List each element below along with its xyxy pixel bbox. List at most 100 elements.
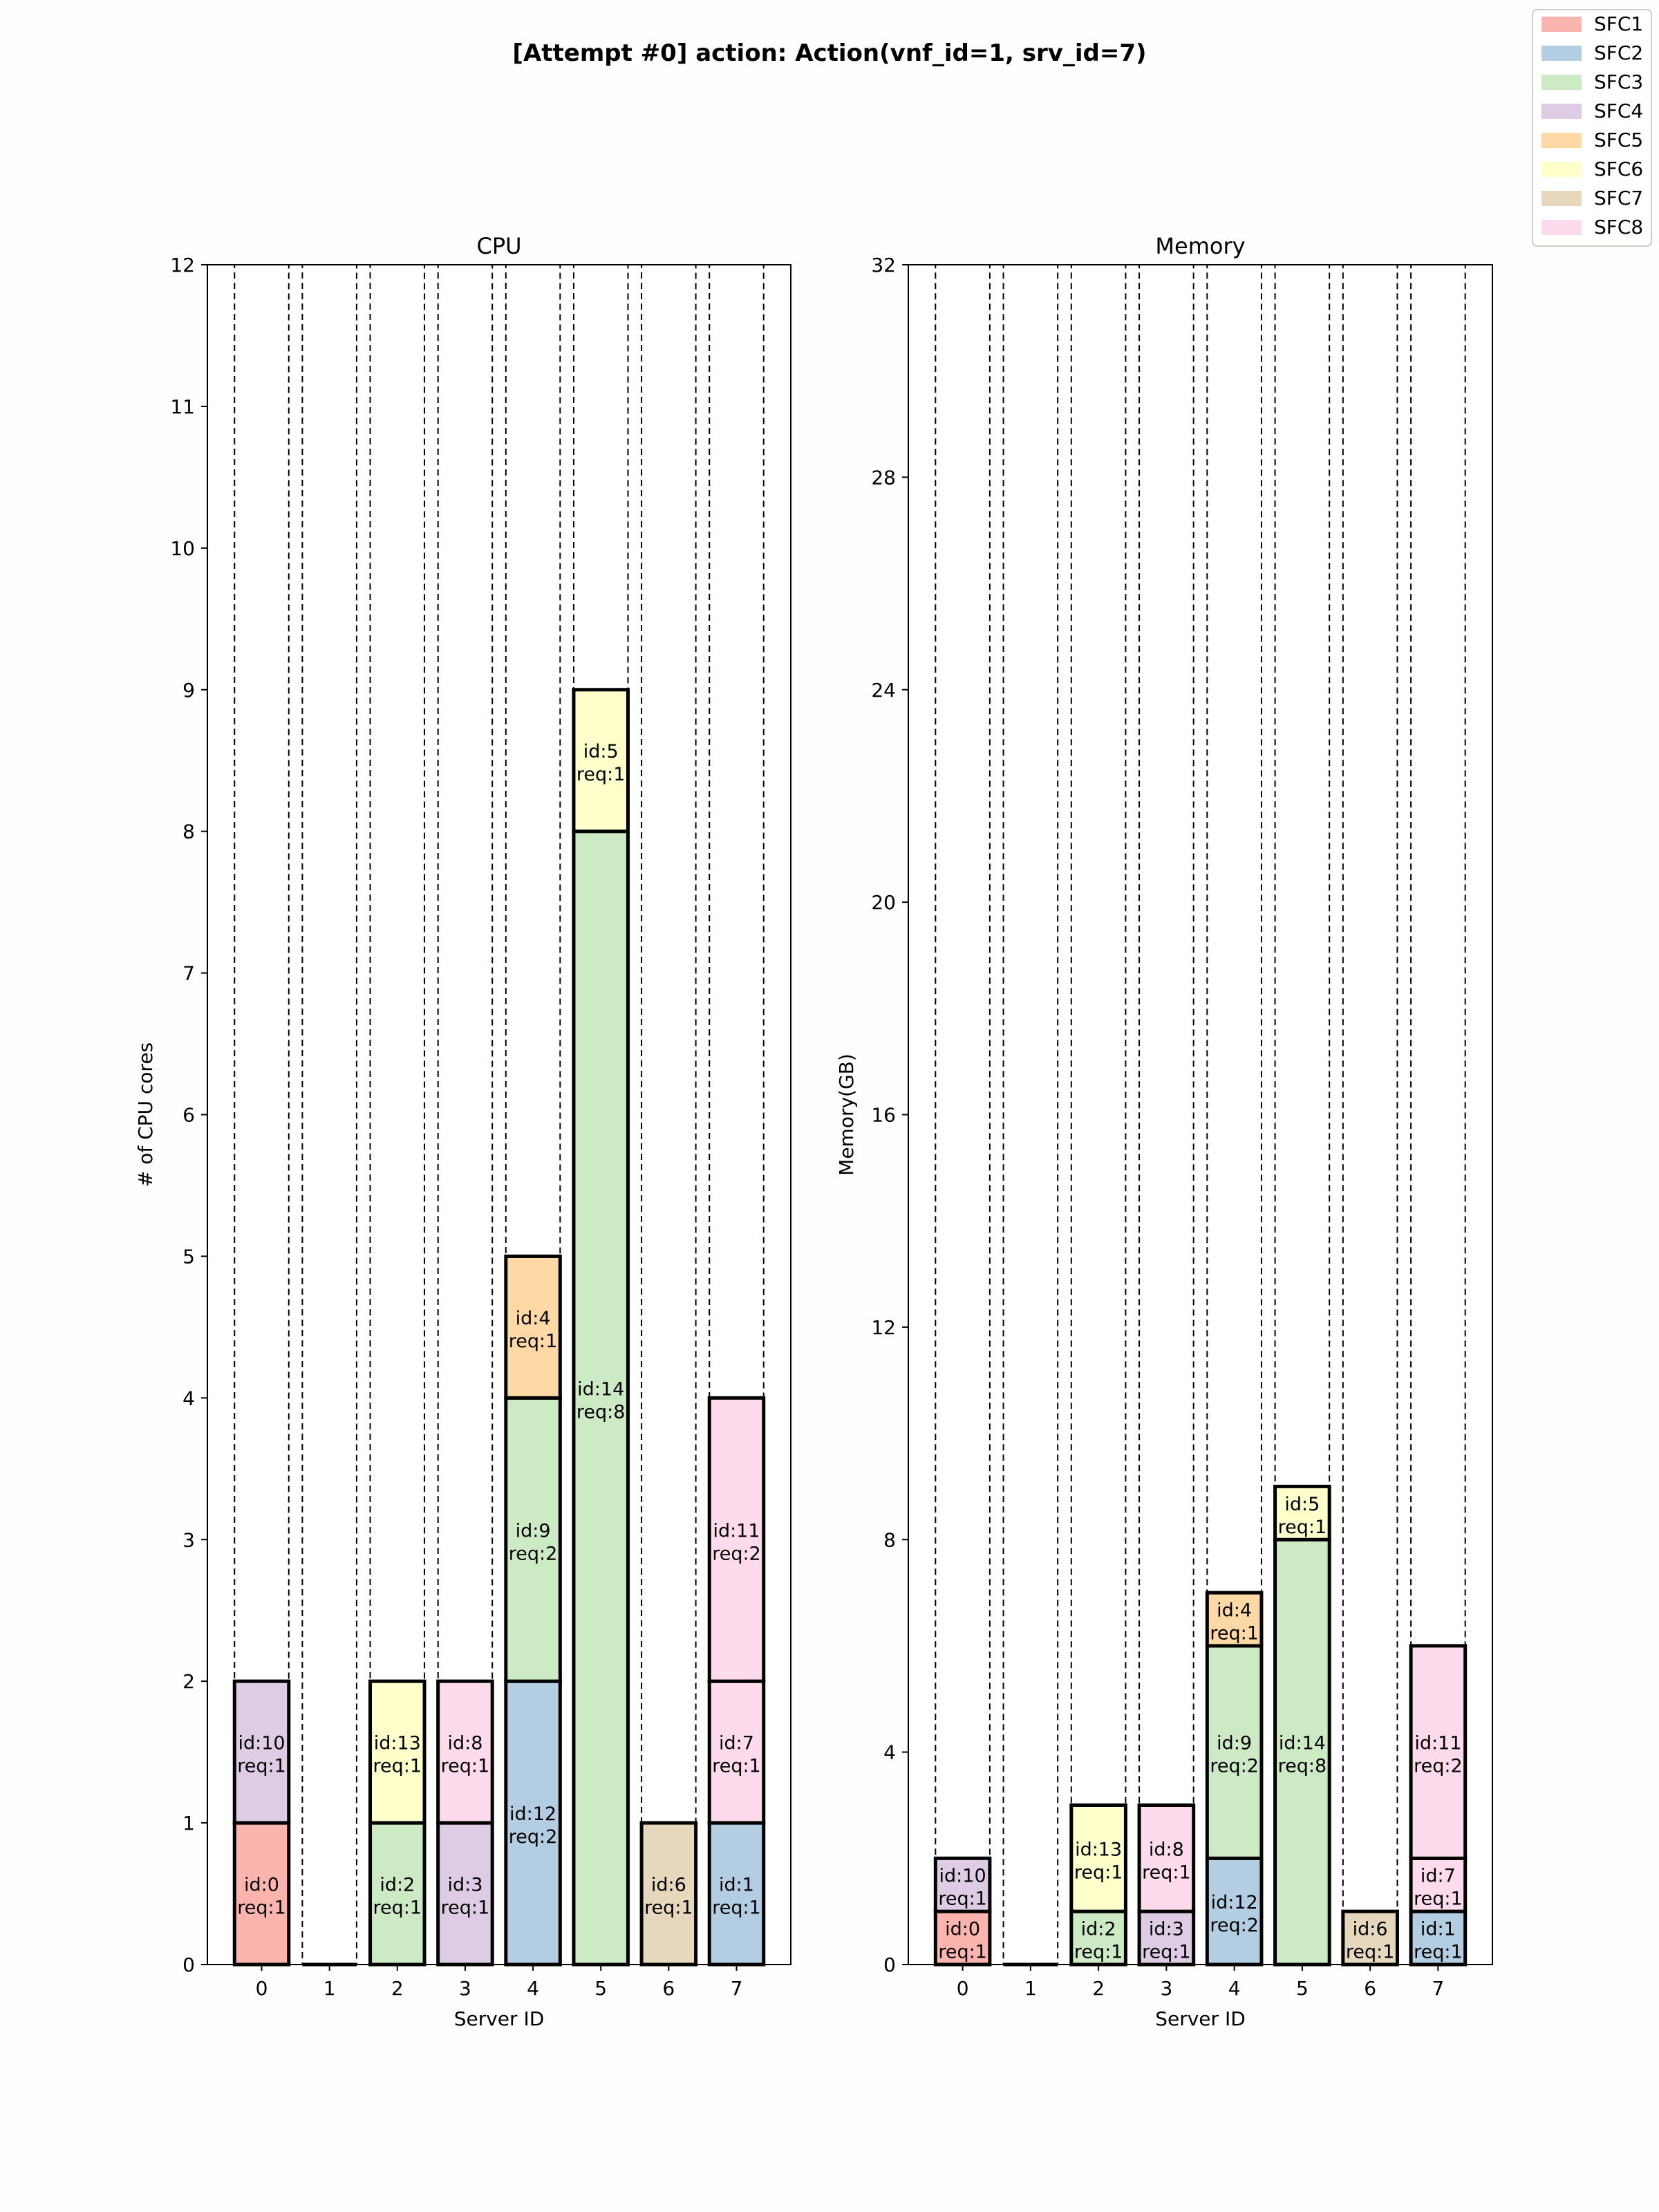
cpu-ytick-label: 11 [170, 395, 195, 418]
legend-swatch-sfc3 [1541, 75, 1582, 90]
memory-xtick-label: 3 [1160, 1977, 1172, 2000]
legend-label-sfc6: SFC6 [1594, 158, 1643, 180]
cpu-bar-segment-server-3-id3 [436, 1821, 494, 1967]
cpu-ytick-label: 7 [182, 962, 195, 985]
cpu-ytick-label: 5 [182, 1245, 195, 1268]
cpu-segment-id-label: id:4 [516, 1308, 551, 1329]
memory-segment-id-label: id:3 [1149, 1919, 1184, 1940]
cpu-segment-req-label: req:2 [509, 1543, 558, 1564]
memory-xtick-label: 5 [1296, 1977, 1309, 2000]
legend-swatch-sfc4 [1541, 104, 1582, 119]
legend-label-sfc1: SFC1 [1594, 12, 1643, 35]
memory-axes-frame [908, 264, 1493, 1965]
cpu-xtick-label: 7 [731, 1977, 743, 2000]
legend-swatch-sfc7 [1541, 191, 1582, 206]
cpu-bar-segment-server-0-id0 [232, 1821, 291, 1967]
cpu-xtick-label: 4 [527, 1977, 539, 2000]
cpu-segment-req-label: req:1 [237, 1897, 286, 1919]
cpu-segment-req-label: req:1 [712, 1897, 761, 1919]
cpu-segment-id-label: id:7 [719, 1733, 754, 1754]
legend-swatch-sfc1 [1541, 17, 1582, 32]
cpu-segment-req-label: req:1 [644, 1897, 693, 1919]
memory-bar-segment-server-0-id10 [933, 1856, 992, 1913]
memory-capacity-outline-server-4 [1206, 264, 1262, 1965]
cpu-segment-id-label: id:9 [516, 1520, 551, 1541]
cpu-bar-segment-server-2-id13 [368, 1679, 427, 1825]
memory-bar-segment-server-3-id8 [1137, 1803, 1196, 1913]
cpu-ytick-label: 10 [170, 537, 195, 560]
memory-bar-segment-server-5-id5 [1273, 1484, 1331, 1541]
cpu-segment-req-label: req:1 [237, 1756, 286, 1777]
cpu-bar-segment-server-7-id1 [707, 1821, 766, 1967]
memory-capacity-outline-server-7 [1410, 264, 1466, 1965]
cpu-capacity-outline-server-7 [709, 264, 765, 1965]
memory-segment-id-label: id:6 [1353, 1919, 1388, 1940]
legend-label-sfc7: SFC7 [1594, 187, 1643, 209]
cpu-bar-segment-server-4-id4 [504, 1254, 562, 1400]
cpu-xtick-label: 6 [662, 1977, 675, 2000]
cpu-segment-id-label: id:6 [651, 1875, 686, 1896]
memory-segment-req-label: req:1 [938, 1888, 987, 1910]
cpu-bar-segment-server-0-id10 [232, 1679, 291, 1825]
memory-segment-id-label: id:13 [1075, 1839, 1122, 1860]
cpu-segment-id-label: id:12 [509, 1803, 556, 1825]
memory-segment-req-label: req:1 [1210, 1623, 1259, 1644]
memory-ytick-label: 4 [883, 1741, 896, 1764]
cpu-segment-req-label: req:1 [441, 1756, 490, 1777]
memory-segment-id-label: id:8 [1149, 1839, 1184, 1860]
memory-segment-id-label: id:1 [1421, 1919, 1456, 1940]
cpu-bar-segment-server-6-id6 [639, 1821, 698, 1967]
memory-segment-id-label: id:4 [1217, 1600, 1252, 1622]
memory-segment-req-label: req:2 [1414, 1756, 1463, 1777]
cpu-capacity-outline-server-1 [301, 264, 357, 1965]
cpu-segment-id-label: id:11 [713, 1520, 760, 1541]
memory-segment-id-label: id:0 [945, 1919, 980, 1940]
cpu-capacity-outline-server-3 [437, 264, 494, 1965]
memory-segment-req-label: req:1 [1278, 1517, 1327, 1538]
cpu-segment-id-label: id:2 [379, 1875, 415, 1896]
cpu-xtick-label: 3 [459, 1977, 471, 2000]
legend-swatch-sfc6 [1541, 162, 1582, 177]
memory-segment-req-label: req:1 [1346, 1942, 1395, 1963]
cpu-xtick-label: 1 [324, 1977, 336, 2000]
cpu-capacity-outline-server-2 [369, 264, 426, 1965]
legend-label-sfc4: SFC4 [1594, 100, 1643, 122]
cpu-capacity-outline-server-4 [505, 264, 561, 1965]
cpu-ytick-label: 2 [182, 1670, 195, 1693]
memory-bar-segment-server-7-id1 [1409, 1909, 1468, 1967]
memory-xtick-label: 0 [957, 1977, 969, 2000]
cpu-bar-segment-server-4-id9 [504, 1396, 562, 1683]
cpu-segment-req-label: req:1 [712, 1756, 761, 1777]
memory-xtick-label: 1 [1024, 1977, 1037, 2000]
cpu-xtick-label: 2 [391, 1977, 404, 2000]
cpu-bar-segment-server-7-id11 [707, 1396, 766, 1683]
cpu-ytick-label: 4 [182, 1387, 195, 1409]
memory-segment-req-label: req:2 [1210, 1915, 1259, 1936]
memory-segment-id-label: id:5 [1284, 1494, 1320, 1515]
cpu-segment-req-label: req:1 [577, 764, 626, 785]
memory-segment-req-label: req:1 [1074, 1862, 1123, 1883]
memory-ytick-label: 16 [871, 1104, 896, 1127]
memory-segment-id-label: id:7 [1421, 1866, 1456, 1887]
cpu-segment-id-label: id:0 [244, 1875, 279, 1896]
memory-ytick-label: 12 [871, 1316, 896, 1339]
memory-xlabel: Server ID [1155, 2007, 1246, 2030]
legend: SFC1 SFC2 SFC3 SFC4 SFC5 SFC6 SFC7 SFC8 [1532, 9, 1652, 247]
legend-label-sfc3: SFC3 [1594, 71, 1643, 93]
cpu-segment-req-label: req:8 [577, 1401, 626, 1423]
cpu-capacity-outline-server-0 [234, 264, 290, 1965]
memory-ytick-label: 32 [871, 254, 896, 276]
memory-bar-segment-server-7-id7 [1409, 1856, 1468, 1913]
legend-label-sfc2: SFC2 [1594, 41, 1643, 64]
cpu-ytick-label: 8 [182, 821, 195, 843]
cpu-bar-segment-server-2-id2 [368, 1821, 427, 1967]
cpu-bar-segment-server-3-id8 [436, 1679, 494, 1825]
memory-bar-segment-server-2-id13 [1069, 1803, 1127, 1913]
cpu-ylabel: # of CPU cores [134, 1042, 157, 1187]
cpu-ytick-label: 1 [182, 1812, 195, 1835]
memory-segment-req-label: req:1 [1414, 1942, 1463, 1963]
memory-ytick-label: 28 [871, 466, 896, 489]
cpu-segment-req-label: req:1 [509, 1331, 558, 1352]
legend-frame [1532, 9, 1652, 247]
